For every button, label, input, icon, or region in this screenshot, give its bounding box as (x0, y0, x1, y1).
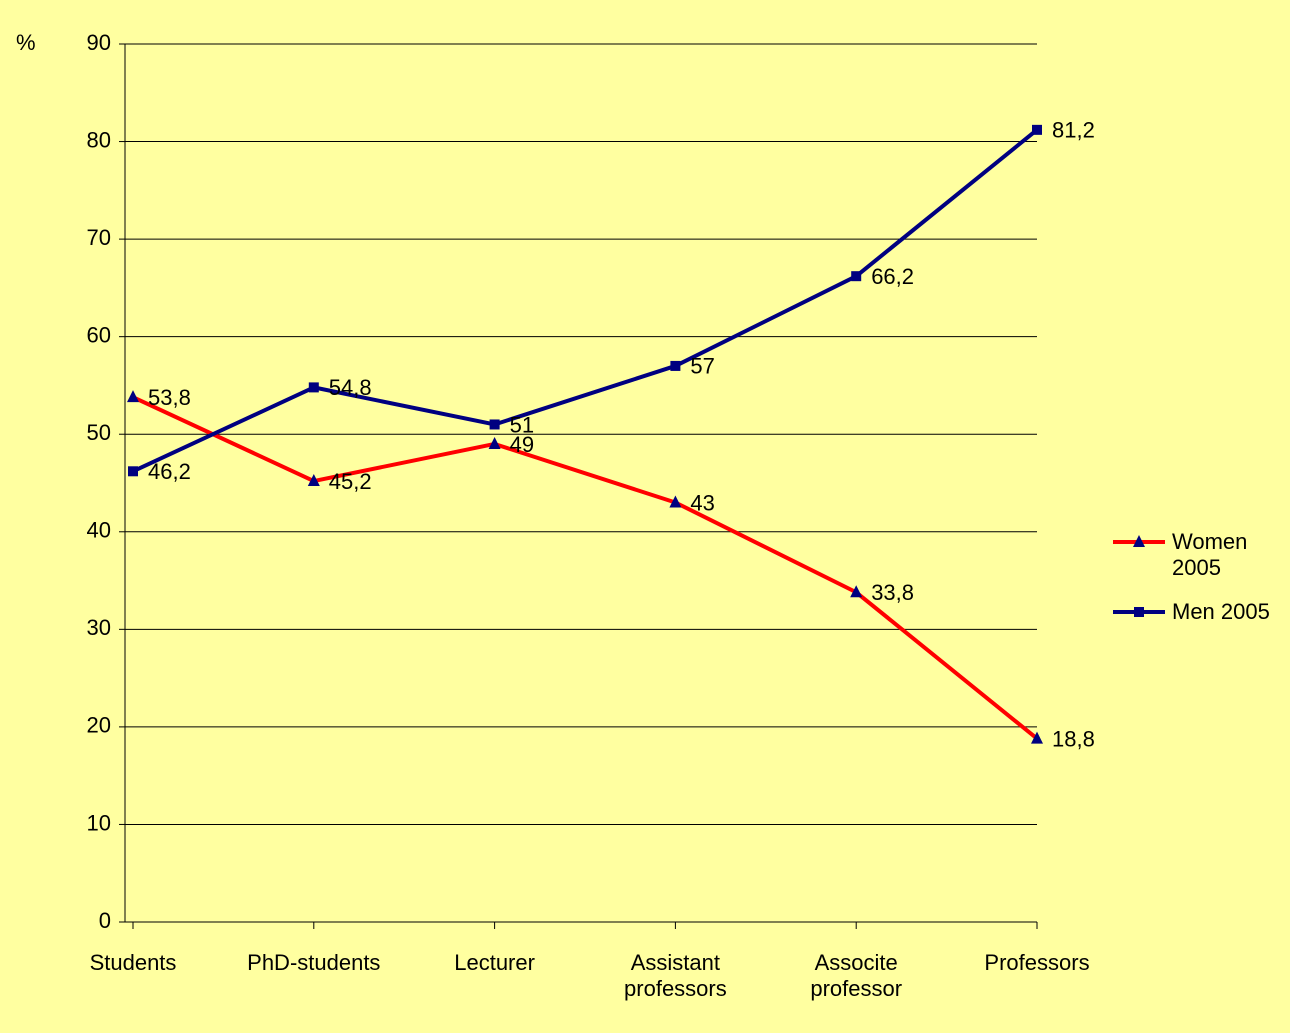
data-label: 45,2 (329, 469, 372, 494)
x-tick-label: Professors (984, 950, 1090, 975)
legend-marker (1133, 535, 1145, 547)
y-tick-label: 90 (87, 30, 111, 55)
x-tick-label: Lecturer (454, 950, 535, 975)
data-label: 43 (690, 490, 714, 515)
point-marker (307, 474, 320, 487)
data-label: 66,2 (871, 264, 914, 289)
y-axis-label: % (16, 30, 36, 55)
data-label: 49 (510, 432, 534, 457)
point-marker (1032, 124, 1042, 135)
point-marker (670, 360, 681, 371)
y-tick-label: 80 (87, 127, 111, 152)
series-line (132, 395, 1039, 741)
data-label: 18,8 (1052, 726, 1095, 751)
legend-marker (1134, 607, 1144, 617)
y-tick-label: 40 (87, 518, 111, 543)
point-marker (128, 466, 138, 477)
point-marker (489, 419, 500, 430)
y-tick-label: 20 (87, 713, 111, 738)
data-label: 53,8 (148, 385, 191, 410)
point-marker (127, 390, 139, 403)
point-marker (851, 271, 862, 282)
point-marker (669, 495, 682, 508)
y-tick-label: 60 (87, 322, 111, 347)
data-label: 33,8 (871, 580, 914, 605)
point-marker (488, 436, 501, 449)
data-label: 57 (690, 354, 714, 379)
x-tick-label: Assistant professors (624, 950, 727, 1001)
point-marker (850, 585, 863, 598)
data-label: 54,8 (329, 375, 372, 400)
legend-label: Women 2005 (1172, 529, 1248, 580)
y-tick-label: 30 (87, 615, 111, 640)
y-tick-label: 50 (87, 420, 111, 445)
data-label: 81,2 (1052, 118, 1095, 143)
legend-label: Men 2005 (1172, 599, 1270, 624)
point-marker (1031, 731, 1043, 744)
x-tick-label: Associte professor (810, 950, 903, 1001)
y-tick-label: 10 (87, 810, 111, 835)
series-line (132, 128, 1039, 474)
data-label: 46,2 (148, 459, 191, 484)
data-label: 51 (510, 412, 534, 437)
y-tick-label: 70 (87, 225, 111, 250)
point-marker (308, 382, 319, 393)
x-tick-label: Students (89, 950, 177, 975)
x-tick-label: PhD-students (247, 950, 381, 975)
y-tick-label: 0 (99, 908, 111, 933)
